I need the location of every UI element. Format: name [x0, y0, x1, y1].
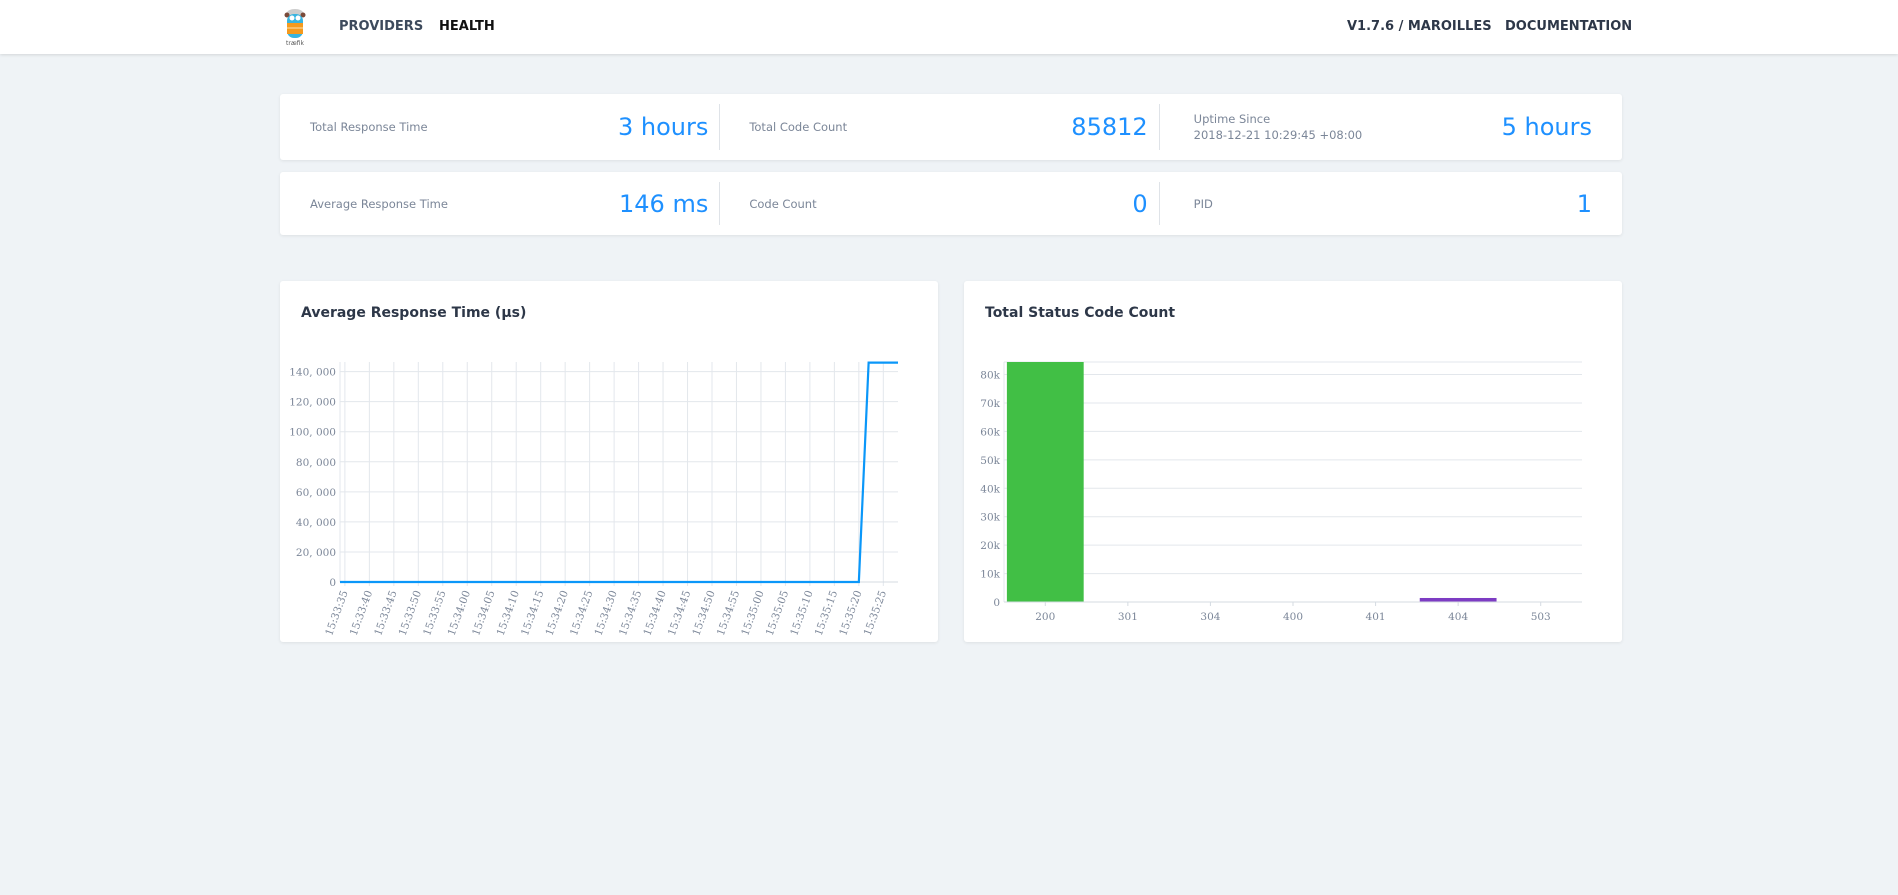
x-tick-label: 304: [1200, 611, 1220, 623]
documentation-link[interactable]: DOCUMENTATION: [1505, 19, 1633, 34]
stat-value: 1: [1576, 189, 1592, 218]
x-tick-label: 15:35:25: [862, 589, 889, 637]
x-tick-label: 15:35:10: [788, 589, 815, 637]
x-tick-label: 503: [1531, 611, 1551, 623]
x-tick-label: 15:34:30: [593, 589, 620, 637]
stat-label: Total Code Count: [749, 120, 848, 134]
x-tick-label: 15:34:15: [519, 589, 546, 637]
y-tick-label: 10k: [980, 569, 1000, 581]
x-tick-label: 15:34:40: [641, 589, 668, 637]
y-tick-label: 120, 000: [289, 397, 336, 409]
x-tick-label: 15:35:20: [837, 589, 864, 637]
response-time-line: [340, 361, 898, 584]
bar-200: [1006, 362, 1084, 602]
y-tick-label: 100, 000: [289, 427, 336, 439]
stat-average-response-time: Average Response Time 146 ms: [280, 172, 719, 235]
x-tick-label: 400: [1283, 611, 1303, 623]
nav-providers[interactable]: PROVIDERS: [339, 19, 424, 34]
stats-row-1: Total Response Time 3 hours Total Code C…: [280, 94, 1622, 160]
x-tick-label: 15:34:35: [617, 589, 644, 637]
stat-label: Total Response Time: [310, 120, 428, 134]
x-tick-label: 15:34:10: [495, 589, 522, 637]
x-tick-label: 15:34:20: [544, 589, 571, 637]
x-tick-label: 200: [1035, 611, 1055, 623]
average-response-time-chart: 0 20, 000 40, 000 60, 000 80, 000 100, 000 120…: [289, 361, 898, 637]
x-tick-label: 15:33:40: [348, 589, 375, 637]
svg-text:træfik: træfik: [286, 40, 304, 47]
chart-title: Average Response Time (µs): [301, 305, 527, 321]
y-tick-label: 20k: [980, 540, 1000, 552]
chart-title: Total Status Code Count: [985, 305, 1176, 321]
y-tick-label: 30k: [980, 512, 1000, 524]
y-tick-label: 20, 000: [296, 547, 336, 559]
x-tick-label: 301: [1118, 611, 1138, 623]
stat-label: Average Response Time: [310, 196, 448, 211]
y-tick-label: 70k: [980, 398, 1000, 410]
x-tick-label: 15:33:35: [323, 589, 350, 637]
x-tick-label: 15:34:45: [666, 589, 693, 637]
y-tick-label: 50k: [980, 455, 1000, 467]
traefik-logo[interactable]: træfik: [282, 7, 308, 47]
x-tick-label: 15:33:50: [397, 589, 424, 637]
stat-value: 5 hours: [1501, 113, 1592, 141]
stats-row-2: Average Response Time 146 ms Code Count …: [280, 172, 1622, 235]
stat-total-code-count: Total Code Count 85812: [719, 94, 1158, 160]
x-tick-label: 15:35:00: [739, 589, 766, 637]
stat-total-response-time: Total Response Time 3 hours: [280, 94, 719, 160]
stat-label: PID: [1193, 196, 1213, 211]
x-tick-label: 15:33:55: [421, 589, 448, 637]
x-tick-label: 404: [1448, 611, 1468, 623]
stat-value: 85812: [1071, 113, 1148, 141]
x-tick-label: 15:35:15: [813, 589, 840, 637]
x-tick-label: 15:34:25: [568, 589, 595, 637]
x-tick-label: 15:34:00: [446, 589, 473, 637]
y-tick-label: 60, 000: [296, 487, 336, 499]
y-tick-label: 80, 000: [296, 457, 336, 469]
x-tick-label: 15:35:05: [764, 589, 791, 637]
version-link[interactable]: V1.7.6 / MAROILLES: [1347, 19, 1492, 34]
uptime-since-date: 2018-12-21 10:29:45 +08:00: [1193, 128, 1363, 142]
top-navbar: træfik PROVIDERS HEALTH V1.7.6 / MAROILL…: [0, 0, 1898, 54]
stat-value: 146 ms: [619, 189, 709, 218]
stat-value: 3 hours: [617, 113, 709, 141]
nav-health[interactable]: HEALTH: [439, 19, 495, 34]
x-tick-label: 15:34:50: [690, 589, 717, 637]
y-tick-label: 40k: [980, 483, 1000, 495]
status-code-count-chart: 0 10k 20k 30k 40k 50k 60k 70k 80k 200 301 304 400 401…: [980, 361, 1582, 623]
average-response-time-card: Average Response Time (µs) 0 20, 000 40, 0…: [280, 281, 938, 642]
stat-pid: PID 1: [1158, 172, 1622, 235]
x-tick-label: 15:34:05: [470, 589, 497, 637]
stat-code-count: Code Count 0: [719, 172, 1158, 235]
stat-label: Uptime Since: [1193, 112, 1271, 126]
x-tick-label: 15:34:55: [715, 589, 742, 637]
x-tick-label: 15:33:45: [372, 589, 399, 637]
x-tick-label: 401: [1366, 611, 1386, 623]
bar-404: [1419, 597, 1497, 602]
y-tick-label: 140, 000: [289, 367, 336, 379]
stat-value: 0: [1132, 189, 1148, 218]
y-tick-label: 40, 000: [296, 517, 336, 529]
y-tick-label: 60k: [980, 426, 1000, 438]
y-tick-label: 0: [329, 577, 336, 589]
stat-label: Code Count: [749, 196, 817, 211]
stat-label-group: Uptime Since 2018-12-21 10:29:45 +08:00: [1194, 111, 1363, 143]
status-code-count-card: Total Status Code Count 0 10k 20k 30k 40k 50k…: [964, 281, 1622, 642]
y-tick-label: 80k: [980, 370, 1000, 382]
stat-uptime: Uptime Since 2018-12-21 10:29:45 +08:00 …: [1158, 94, 1622, 160]
y-tick-label: 0: [993, 597, 1000, 609]
